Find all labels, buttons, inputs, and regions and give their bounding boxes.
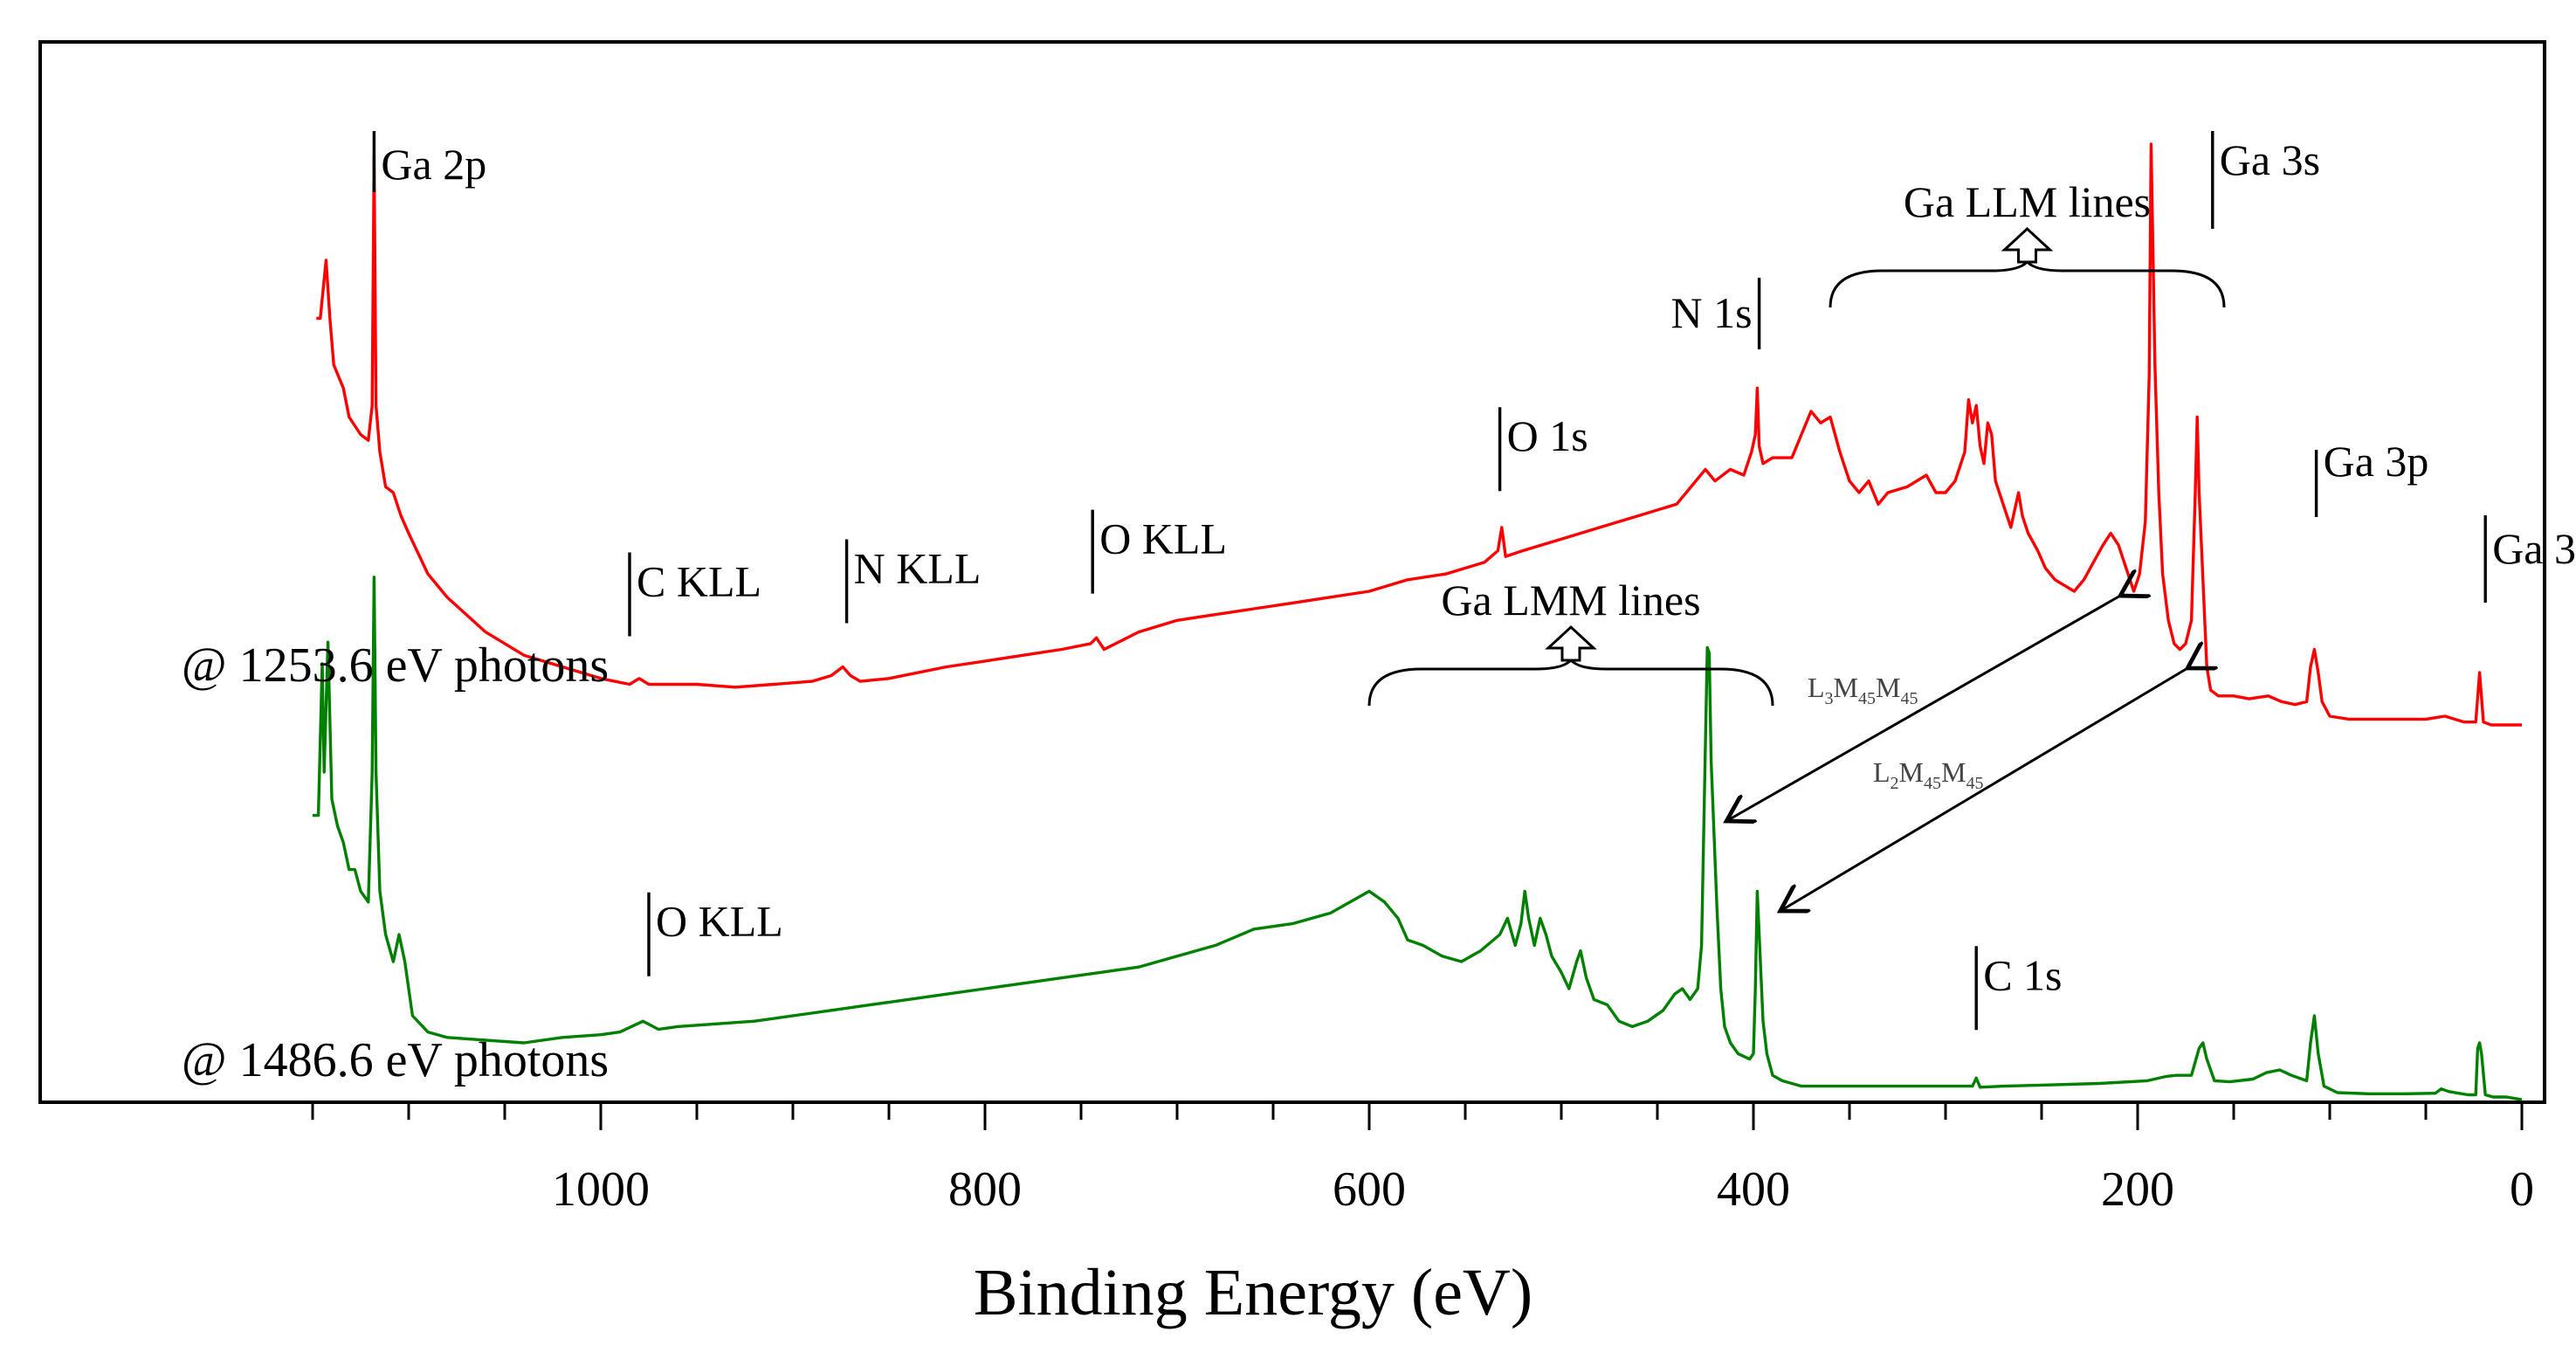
- peak-label: N 1s: [1671, 288, 1753, 337]
- tick-label: 1000: [552, 1162, 650, 1217]
- peak-label: Ga 3d: [2492, 524, 2576, 573]
- peak-label: Ga 2p: [381, 140, 486, 189]
- peak-label: O KLL: [656, 897, 783, 946]
- peak-label: Ga 3s: [2220, 135, 2320, 184]
- tick-label: 0: [2510, 1162, 2534, 1217]
- group-up-arrow: [2001, 226, 2054, 264]
- tick-label: 600: [1333, 1162, 1406, 1217]
- x-axis-title: Binding Energy (eV): [974, 1256, 1533, 1329]
- peak-label: C 1s: [1983, 950, 2062, 999]
- group-label: Ga LLM lines: [1904, 177, 2151, 226]
- auger-arrow: [1780, 668, 2187, 911]
- series-line-0: [316, 142, 2522, 727]
- tick-label: 400: [1717, 1162, 1790, 1217]
- group-brace: [1829, 259, 2226, 308]
- auger-label: L3M45M45: [1808, 672, 1918, 708]
- group-label: Ga LMM lines: [1441, 576, 1700, 624]
- series-layer: [313, 142, 2523, 1101]
- x-axis-ticks: 1000 800 600 400 200 0: [311, 1102, 2534, 1217]
- group-brace: [1367, 658, 1774, 707]
- peak-label: O KLL: [1099, 514, 1227, 563]
- annotation-layer: Ga 2p C KLL N KLL O KLL O 1s N 1s Ga 3s Ga 3p Ga…: [372, 131, 2576, 1031]
- group-up-arrow: [1545, 624, 1597, 662]
- auger-label: L2M45M45: [1873, 756, 1983, 793]
- series-label-1253: @ 1253.6 eV photons: [182, 638, 609, 693]
- tick-label: 200: [2101, 1162, 2174, 1217]
- tick-label: 800: [948, 1162, 1022, 1217]
- peak-label: Ga 3p: [2324, 437, 2429, 486]
- peak-label: O 1s: [1507, 411, 1588, 460]
- peak-label: C KLL: [637, 556, 761, 605]
- plot-frame: [38, 40, 2546, 1104]
- series-label-1486: @ 1486.6 eV photons: [182, 1033, 609, 1087]
- series-line-1: [313, 576, 2523, 1101]
- peak-label: N KLL: [854, 543, 981, 592]
